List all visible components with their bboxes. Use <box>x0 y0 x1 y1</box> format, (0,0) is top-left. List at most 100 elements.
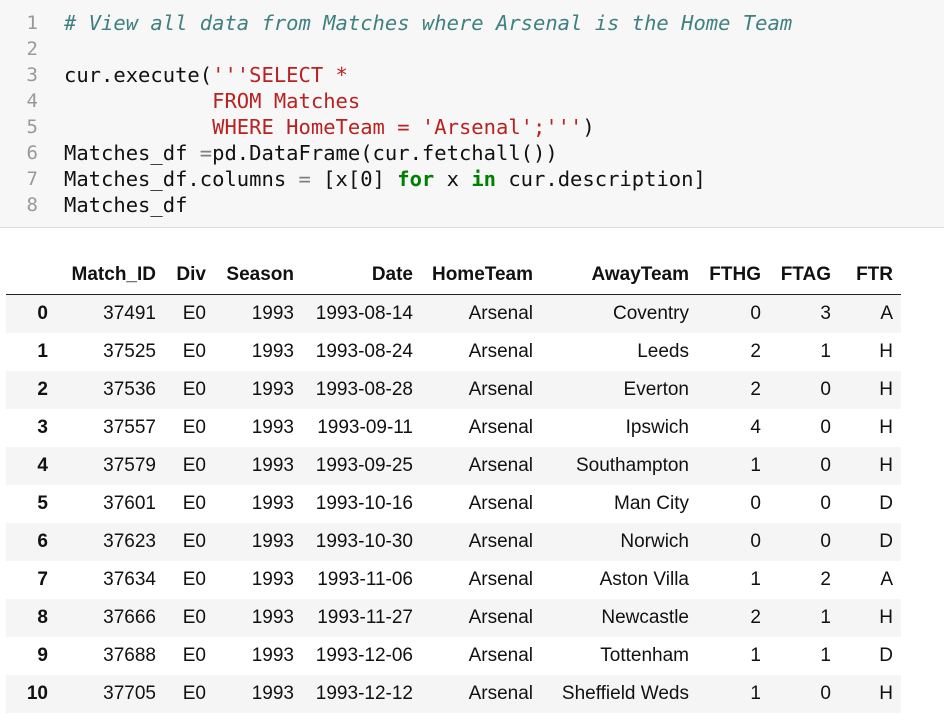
line-number: 7 <box>26 168 38 190</box>
table-row: 10 37705 E0 1993 1993-12-12 Arsenal Sheffield … <box>6 675 901 713</box>
table-cell: 1993-09-25 <box>315 455 413 476</box>
table-cell: 1993-12-12 <box>315 683 413 704</box>
table-cell: Arsenal <box>468 531 533 552</box>
code-token: = <box>199 141 213 165</box>
code-token: Matches_df <box>64 141 200 165</box>
table-body: 0 37491 E0 1993 1993-08-14 Arsenal Coventry 0 3 A… <box>6 294 901 713</box>
table-cell: 1 <box>750 455 761 476</box>
table-cell: 1993-11-27 <box>317 607 413 628</box>
code-token: '''SELECT * <box>212 63 348 87</box>
code-line: Matches_df =pd.DataFrame(cur.fetchall()) <box>64 140 558 166</box>
code-token: [x[0] <box>310 167 398 191</box>
row-index: 7 <box>37 569 48 590</box>
table-cell: 1 <box>750 569 761 590</box>
line-number: 5 <box>26 116 38 138</box>
table-cell: A <box>880 303 893 324</box>
table-cell: A <box>880 569 893 590</box>
line-number: 6 <box>26 142 38 164</box>
table-cell: Arsenal <box>468 645 533 666</box>
table-cell: 0 <box>820 417 831 438</box>
table-cell: 37705 <box>103 683 156 704</box>
table-cell: E0 <box>182 303 206 324</box>
table-cell: 2 <box>750 379 761 400</box>
code-token: in <box>471 167 496 191</box>
table-cell: 37579 <box>103 455 156 476</box>
table-cell: 0 <box>750 493 761 514</box>
table-cell: E0 <box>182 379 206 400</box>
code-line: cur.execute('''SELECT * <box>64 62 348 88</box>
table-cell: Arsenal <box>468 455 533 476</box>
table-cell: 37688 <box>103 645 156 666</box>
table-cell: 1993 <box>251 379 294 400</box>
column-header: Match_ID <box>48 256 156 295</box>
table-cell: 2 <box>750 607 761 628</box>
column-header: FTHG <box>689 256 761 295</box>
code-token: FROM Matches <box>212 89 361 113</box>
table-cell: H <box>879 379 893 400</box>
table-row: 6 37623 E0 1993 1993-10-30 Arsenal Norwich 0 0 D <box>6 523 901 561</box>
table-cell: 1 <box>750 645 761 666</box>
table-cell: Newcastle <box>601 607 689 628</box>
table-row: 5 37601 E0 1993 1993-10-16 Arsenal Man City 0 0 D <box>6 485 901 523</box>
code-token: pd.DataFrame(cur.fetchall()) <box>212 141 558 165</box>
table-cell: 1 <box>750 683 761 704</box>
table-cell: H <box>879 607 893 628</box>
code-cell[interactable]: 1 2 3 4 5 6 7 8 # View all data from Matches wh… <box>0 0 944 228</box>
table-cell: Ipswich <box>625 417 689 438</box>
table-cell: E0 <box>182 645 206 666</box>
table-row: 1 37525 E0 1993 1993-08-24 Arsenal Leeds 2 1 H <box>6 333 901 371</box>
table-cell: 37491 <box>103 303 156 324</box>
table-cell: 0 <box>820 493 831 514</box>
row-index: 5 <box>37 493 48 514</box>
table-cell: 1 <box>820 607 831 628</box>
table-cell: Leeds <box>637 341 689 362</box>
table-cell: Arsenal <box>468 341 533 362</box>
table-cell: E0 <box>182 455 206 476</box>
table-cell: E0 <box>182 531 206 552</box>
row-index: 6 <box>37 531 48 552</box>
table-cell: 1993-11-06 <box>317 569 413 590</box>
table-cell: 0 <box>820 379 831 400</box>
table-cell: 1993-12-06 <box>315 645 413 666</box>
line-number: 8 <box>26 194 38 216</box>
column-header: HomeTeam <box>413 256 533 295</box>
table-cell: E0 <box>182 493 206 514</box>
row-index: 4 <box>37 455 48 476</box>
column-header: FTAG <box>761 256 831 295</box>
row-index: 0 <box>37 303 48 324</box>
table-cell: 1 <box>820 645 831 666</box>
table-cell: Tottenham <box>600 645 689 666</box>
table-cell: Everton <box>623 379 689 400</box>
table-cell: Arsenal <box>468 379 533 400</box>
table-cell: Arsenal <box>468 569 533 590</box>
row-index: 3 <box>37 417 48 438</box>
table-cell: 0 <box>820 683 831 704</box>
table-row: 9 37688 E0 1993 1993-12-06 Arsenal Tottenham 1 1… <box>6 637 901 675</box>
line-number-gutter: 1 2 3 4 5 6 7 8 <box>0 0 52 227</box>
table-cell: Aston Villa <box>599 569 689 590</box>
table-cell: Arsenal <box>468 683 533 704</box>
code-line: # View all data from Matches where Arsen… <box>64 10 792 36</box>
table-cell: 0 <box>750 531 761 552</box>
code-line: Matches_df <box>64 192 187 218</box>
table-cell: 1993 <box>251 607 294 628</box>
code-line: FROM Matches <box>64 88 360 114</box>
table-cell: 1993 <box>251 303 294 324</box>
table-cell: 1993 <box>251 493 294 514</box>
row-index: 8 <box>37 607 48 628</box>
table-cell: 1993 <box>251 341 294 362</box>
table-row: 2 37536 E0 1993 1993-08-28 Arsenal Everton 2 0 H <box>6 371 901 409</box>
table-cell: 1 <box>820 341 831 362</box>
code-line: Matches_df.columns = [x[0] for x in cur.… <box>64 166 706 192</box>
code-token: = <box>298 167 311 191</box>
row-index: 9 <box>37 645 48 666</box>
dataframe-output: Match_ID Div Season Date HomeTeam AwayTeam FTH… <box>6 256 901 713</box>
table-cell: Arsenal <box>468 303 533 324</box>
table-cell: E0 <box>182 341 206 362</box>
table-cell: 1993 <box>251 683 294 704</box>
column-header: Season <box>206 256 294 295</box>
code-token: # View all data from Matches where Arsen… <box>64 11 793 35</box>
code-token: ) <box>582 115 595 139</box>
table-cell: 37536 <box>103 379 156 400</box>
table-cell: E0 <box>182 683 206 704</box>
